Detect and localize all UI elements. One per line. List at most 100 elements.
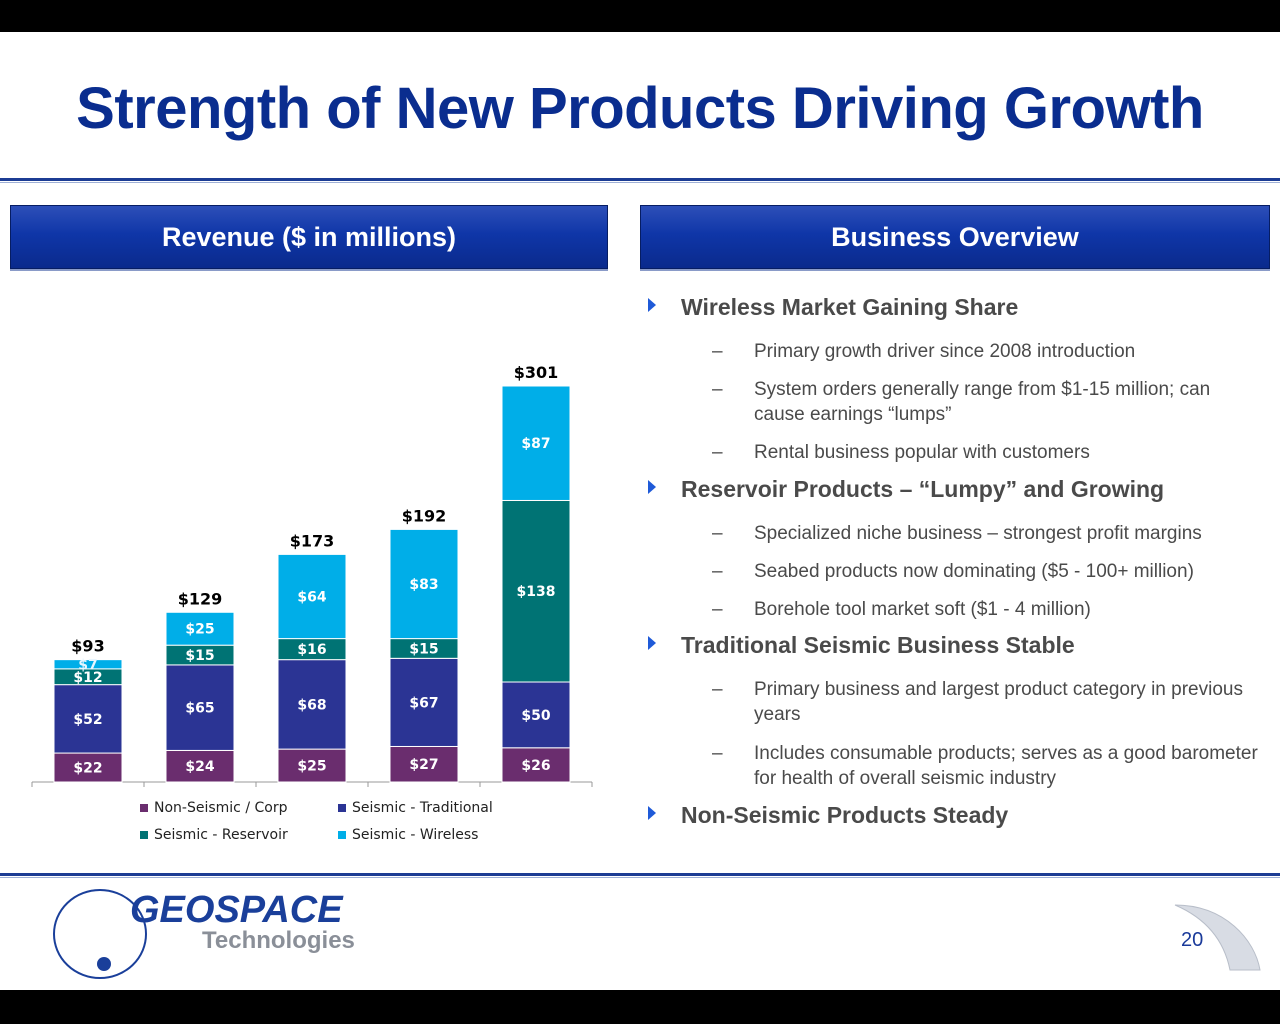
overview-header: Business Overview: [640, 205, 1270, 269]
overview-subitem-text: Rental business popular with customers: [754, 442, 1090, 463]
bar-value-label: $67: [409, 695, 438, 711]
corner-swoosh-icon: [1174, 904, 1261, 971]
overview-heading-text: Reservoir Products – “Lumpy” and Growing: [681, 476, 1165, 502]
overview-subitem: – Includes consumable products; serves as…: [648, 741, 1268, 791]
bar-total-label: $129: [178, 589, 223, 608]
bar-segment: [165, 749, 235, 783]
top-divider-shadow: [0, 182, 1280, 183]
legend-label: Seismic - Wireless: [352, 827, 479, 843]
bar-segment: [165, 611, 235, 646]
logo-subtitle: Technologies: [202, 927, 355, 954]
bar-value-label: $68: [297, 697, 326, 713]
bar-value-label: $64: [297, 589, 326, 605]
overview-subitem: – Seabed products now dominating ($5 - 10…: [648, 559, 1268, 584]
bar-segment: [53, 684, 123, 754]
dash-bullet: –: [712, 379, 723, 400]
bar-segment: [389, 657, 459, 747]
bottom-divider: [0, 873, 1280, 876]
legend-item: Non-Seismic / Corp: [140, 800, 287, 816]
overview-subitem: – System orders generally range from $1-1…: [648, 377, 1268, 427]
bar-segment: [389, 528, 459, 640]
bar-total-label: $301: [514, 363, 559, 382]
bar-value-label: $24: [185, 759, 214, 775]
overview-subitem-text: Primary business and largest product cat…: [754, 679, 1243, 725]
legend-label: Seismic - Reservoir: [154, 827, 288, 843]
overview-subitem: – Rental business popular with customers: [648, 440, 1268, 465]
bar-value-label: $22: [73, 761, 102, 777]
bar-segment: [501, 681, 571, 749]
bar-segment: [501, 499, 571, 683]
dash-bullet: –: [712, 523, 723, 544]
bar-value-label: $26: [521, 758, 550, 774]
overview-subitem: – Primary growth driver since 2008 introd…: [648, 339, 1268, 364]
overview-subitem-text: Includes consumable products; serves as …: [754, 743, 1258, 789]
overview-heading-text: Non-Seismic Products Steady: [681, 802, 1009, 828]
bar-total-label: $93: [71, 637, 104, 656]
page-number: 20: [1181, 929, 1204, 951]
slide-title: Strength of New Products Driving Growth: [76, 76, 1204, 141]
bar-value-label: $25: [185, 622, 214, 638]
bullet-arrow-icon: [648, 298, 656, 312]
overview-subitem: – Borehole tool market soft ($1 - 4 milli…: [648, 597, 1268, 622]
overview-heading-text: Traditional Seismic Business Stable: [681, 632, 1075, 658]
overview-subitem: – Primary business and largest product ca…: [648, 677, 1268, 727]
legend-swatch: [140, 831, 148, 839]
overview-subitem-text: Borehole tool market soft ($1 - 4 millio…: [754, 599, 1091, 620]
bar-segment: [501, 747, 571, 783]
bar-segment: [165, 664, 235, 751]
bar-total-label: $192: [402, 506, 447, 525]
bar-value-label: $50: [521, 708, 550, 724]
bar-value-label: $87: [521, 436, 550, 452]
bullet-arrow-icon: [648, 480, 656, 494]
legend-swatch: [338, 804, 346, 812]
bar-value-label: $15: [409, 641, 438, 657]
legend-swatch: [140, 804, 148, 812]
overview-heading-text: Wireless Market Gaining Share: [681, 294, 1019, 320]
bar-value-label: $7: [78, 657, 97, 673]
bar-value-label: $83: [409, 577, 438, 593]
bar-total-label: $173: [290, 531, 335, 550]
bar-segment: [53, 659, 123, 670]
bar-value-label: $15: [185, 648, 214, 664]
overview-subitem: – Specialized niche business – strongest …: [648, 521, 1268, 546]
overview-subitem-text: Primary growth driver since 2008 introdu…: [754, 341, 1136, 362]
bar-value-label: $12: [73, 670, 102, 686]
dash-bullet: –: [712, 599, 723, 620]
bar-segment: [53, 752, 123, 783]
bar-value-label: $65: [185, 701, 214, 717]
dash-bullet: –: [712, 679, 723, 700]
logo-dot: [97, 957, 111, 971]
legend-item: Seismic - Wireless: [338, 827, 478, 843]
bar-value-label: $138: [517, 584, 556, 600]
bar-segment: [389, 745, 459, 783]
revenue-header: Revenue ($ in millions): [10, 205, 608, 269]
dash-bullet: –: [712, 442, 723, 463]
bar-segment: [277, 659, 347, 750]
revenue-chart: $22$52$12$7$93FY 2009$24$65$15$25$129FY …: [31, 363, 593, 787]
dash-bullet: –: [712, 743, 723, 764]
legend-label: Seismic - Traditional: [352, 800, 493, 816]
overview-subitem-text: Specialized niche business – strongest p…: [754, 523, 1202, 544]
legend-item: Seismic - Traditional: [338, 800, 493, 816]
bar-segment: [501, 385, 571, 501]
bullet-arrow-icon: [648, 806, 656, 820]
overview-subitem-text: System orders generally range from $1-15…: [754, 379, 1211, 425]
revenue-header-label: Revenue ($ in millions): [161, 221, 457, 252]
logo-wordmark: GEOSPACE: [130, 889, 344, 931]
geospace-logo: GEOSPACE Technologies: [53, 889, 355, 979]
overview-header-label: Business Overview: [831, 221, 1079, 252]
overview-subitem-text: Seabed products now dominating ($5 - 100…: [754, 561, 1194, 582]
top-divider: [0, 178, 1280, 181]
dash-bullet: –: [712, 341, 723, 362]
dash-bullet: –: [712, 561, 723, 582]
bottom-divider-shadow: [0, 877, 1280, 878]
legend-label: Non-Seismic / Corp: [154, 800, 288, 816]
slide: Strength of New Products Driving Growth …: [0, 32, 1280, 990]
bullet-arrow-icon: [648, 636, 656, 650]
bar-value-label: $16: [297, 642, 326, 658]
bar-value-label: $25: [297, 759, 326, 775]
bar-value-label: $27: [409, 757, 438, 773]
legend-swatch: [338, 831, 346, 839]
bar-value-label: $52: [73, 712, 102, 728]
bar-segment: [277, 553, 347, 640]
